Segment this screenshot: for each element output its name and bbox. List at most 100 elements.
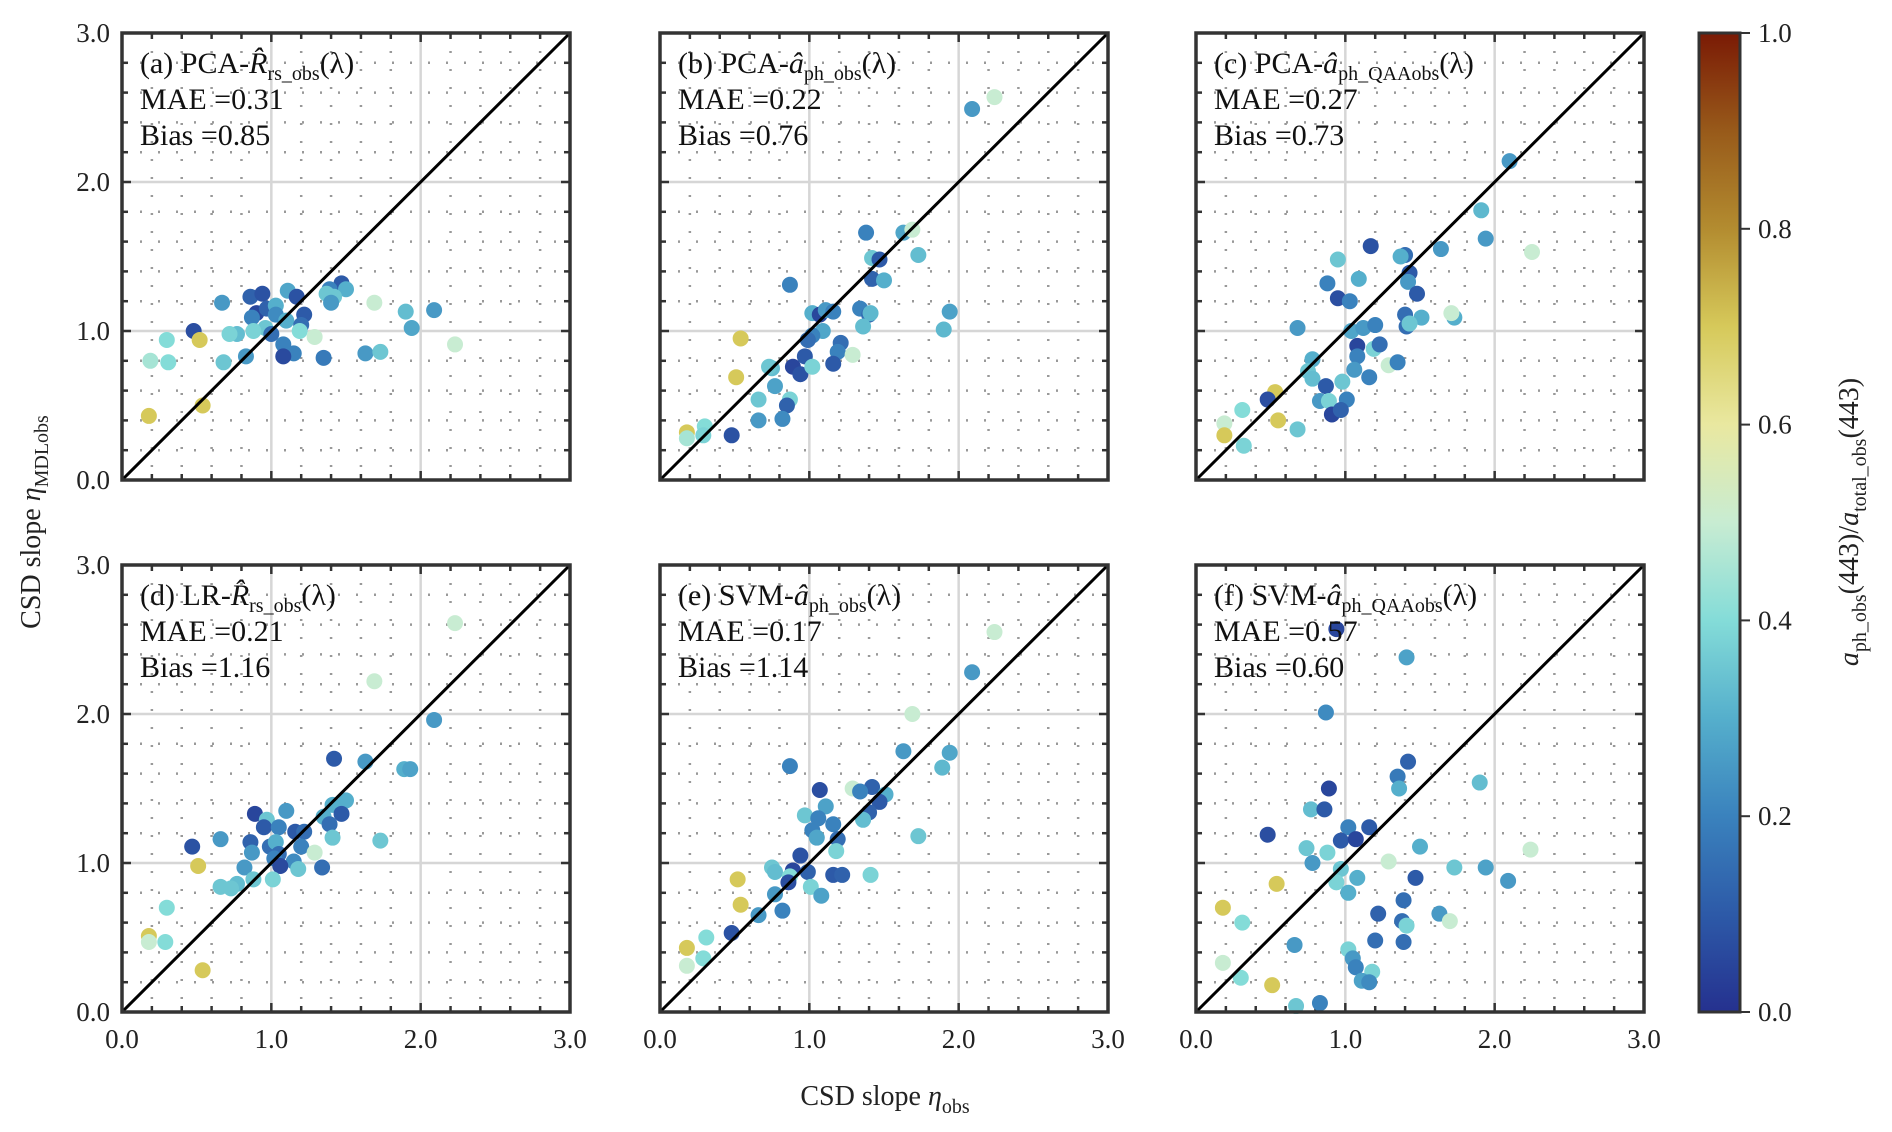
data-point <box>1289 421 1306 438</box>
data-point <box>245 323 262 339</box>
data-point <box>810 810 827 827</box>
bias-label: Bias =0.60 <box>1214 651 1344 684</box>
colorbar-tick-label: 1.0 <box>1758 18 1792 48</box>
one-to-one-line <box>1194 563 1646 1014</box>
data-point <box>964 664 981 681</box>
panel-title: (f) SVM-âph_QAAobs(λ) <box>1214 579 1477 617</box>
data-point <box>862 866 879 883</box>
data-point <box>1319 275 1336 292</box>
data-point <box>825 355 842 372</box>
axes-frame <box>120 31 572 482</box>
data-point <box>1328 621 1345 638</box>
data-point <box>243 844 260 861</box>
mae-label: MAE =0.57 <box>1214 615 1358 648</box>
data-point <box>1367 932 1384 949</box>
panel-title: (e) SVM-âph_obs(λ) <box>678 579 901 617</box>
data-point <box>1522 841 1539 858</box>
panel-title: (b) PCA-âph_obs(λ) <box>678 47 896 85</box>
data-point <box>732 330 749 347</box>
data-point <box>293 838 310 855</box>
data-point <box>1232 969 1249 986</box>
data-point <box>338 281 354 298</box>
bias-label: Bias =1.14 <box>678 651 808 684</box>
data-point <box>1216 427 1233 444</box>
x-tick-label: 2.0 <box>1478 1024 1512 1054</box>
data-point <box>402 761 419 778</box>
data-point <box>1477 859 1494 876</box>
colorbar-gradient <box>1697 31 1742 1014</box>
x-tick-label: 1.0 <box>254 1024 288 1054</box>
data-point <box>1398 917 1415 934</box>
data-point <box>1400 753 1417 770</box>
data-point <box>781 758 798 775</box>
data-point <box>191 331 208 348</box>
data-point <box>1398 649 1415 666</box>
data-point <box>1329 251 1346 268</box>
data-point <box>1289 320 1306 337</box>
data-point <box>796 807 813 824</box>
data-point <box>1264 977 1281 994</box>
data-point <box>778 397 795 414</box>
data-point <box>1334 373 1351 390</box>
data-point <box>904 706 921 722</box>
data-point <box>1413 309 1430 326</box>
data-point <box>723 427 740 444</box>
data-point <box>291 323 308 339</box>
data-point <box>1329 290 1346 307</box>
y-tick-label: 2.0 <box>76 167 110 197</box>
data-point <box>792 366 809 383</box>
data-point <box>255 819 272 836</box>
data-point <box>1316 801 1333 818</box>
data-point <box>1355 320 1372 337</box>
data-point <box>941 744 958 761</box>
data-point <box>1304 370 1321 387</box>
data-point <box>372 832 389 849</box>
panel-title: (c) PCA-âph_QAAobs(λ) <box>1214 47 1474 85</box>
data-point <box>1347 959 1364 976</box>
data-point <box>1471 774 1488 791</box>
data-point <box>1395 933 1412 950</box>
data-point <box>834 866 851 883</box>
data-point <box>1389 768 1406 785</box>
data-point <box>1500 872 1517 889</box>
y-tick-label: 3.0 <box>76 550 110 580</box>
bias-label: Bias =1.16 <box>140 651 270 684</box>
data-point <box>766 378 783 395</box>
data-point <box>781 276 798 293</box>
data-point <box>1317 704 1334 721</box>
x-tick-label: 0.0 <box>105 1024 139 1054</box>
y-tick-label: 2.0 <box>76 699 110 729</box>
data-point <box>1361 819 1378 836</box>
colorbar-tick-label: 0.6 <box>1758 410 1792 440</box>
data-point <box>1371 336 1388 353</box>
mae-label: MAE =0.17 <box>678 615 822 648</box>
data-point <box>1477 230 1494 247</box>
data-point <box>426 711 443 728</box>
data-point <box>761 358 778 375</box>
data-point <box>828 843 845 860</box>
data-point <box>1409 285 1426 302</box>
data-point <box>852 783 869 800</box>
one-to-one-line <box>658 31 1110 482</box>
data-point <box>366 294 383 311</box>
data-point <box>811 781 828 798</box>
data-point <box>160 354 177 371</box>
data-point <box>941 303 958 320</box>
data-point <box>1367 317 1384 334</box>
data-point <box>372 343 389 360</box>
data-point <box>817 798 834 815</box>
data-point <box>695 950 712 967</box>
data-point <box>270 819 287 836</box>
mae-label: MAE =0.31 <box>140 83 284 116</box>
data-point <box>829 831 846 848</box>
data-point <box>1270 412 1287 429</box>
data-point <box>215 354 232 371</box>
data-point <box>140 933 157 950</box>
data-point <box>1401 315 1418 332</box>
data-point <box>774 410 791 427</box>
one-to-one-line <box>120 563 572 1014</box>
mae-label: MAE =0.21 <box>140 615 284 648</box>
